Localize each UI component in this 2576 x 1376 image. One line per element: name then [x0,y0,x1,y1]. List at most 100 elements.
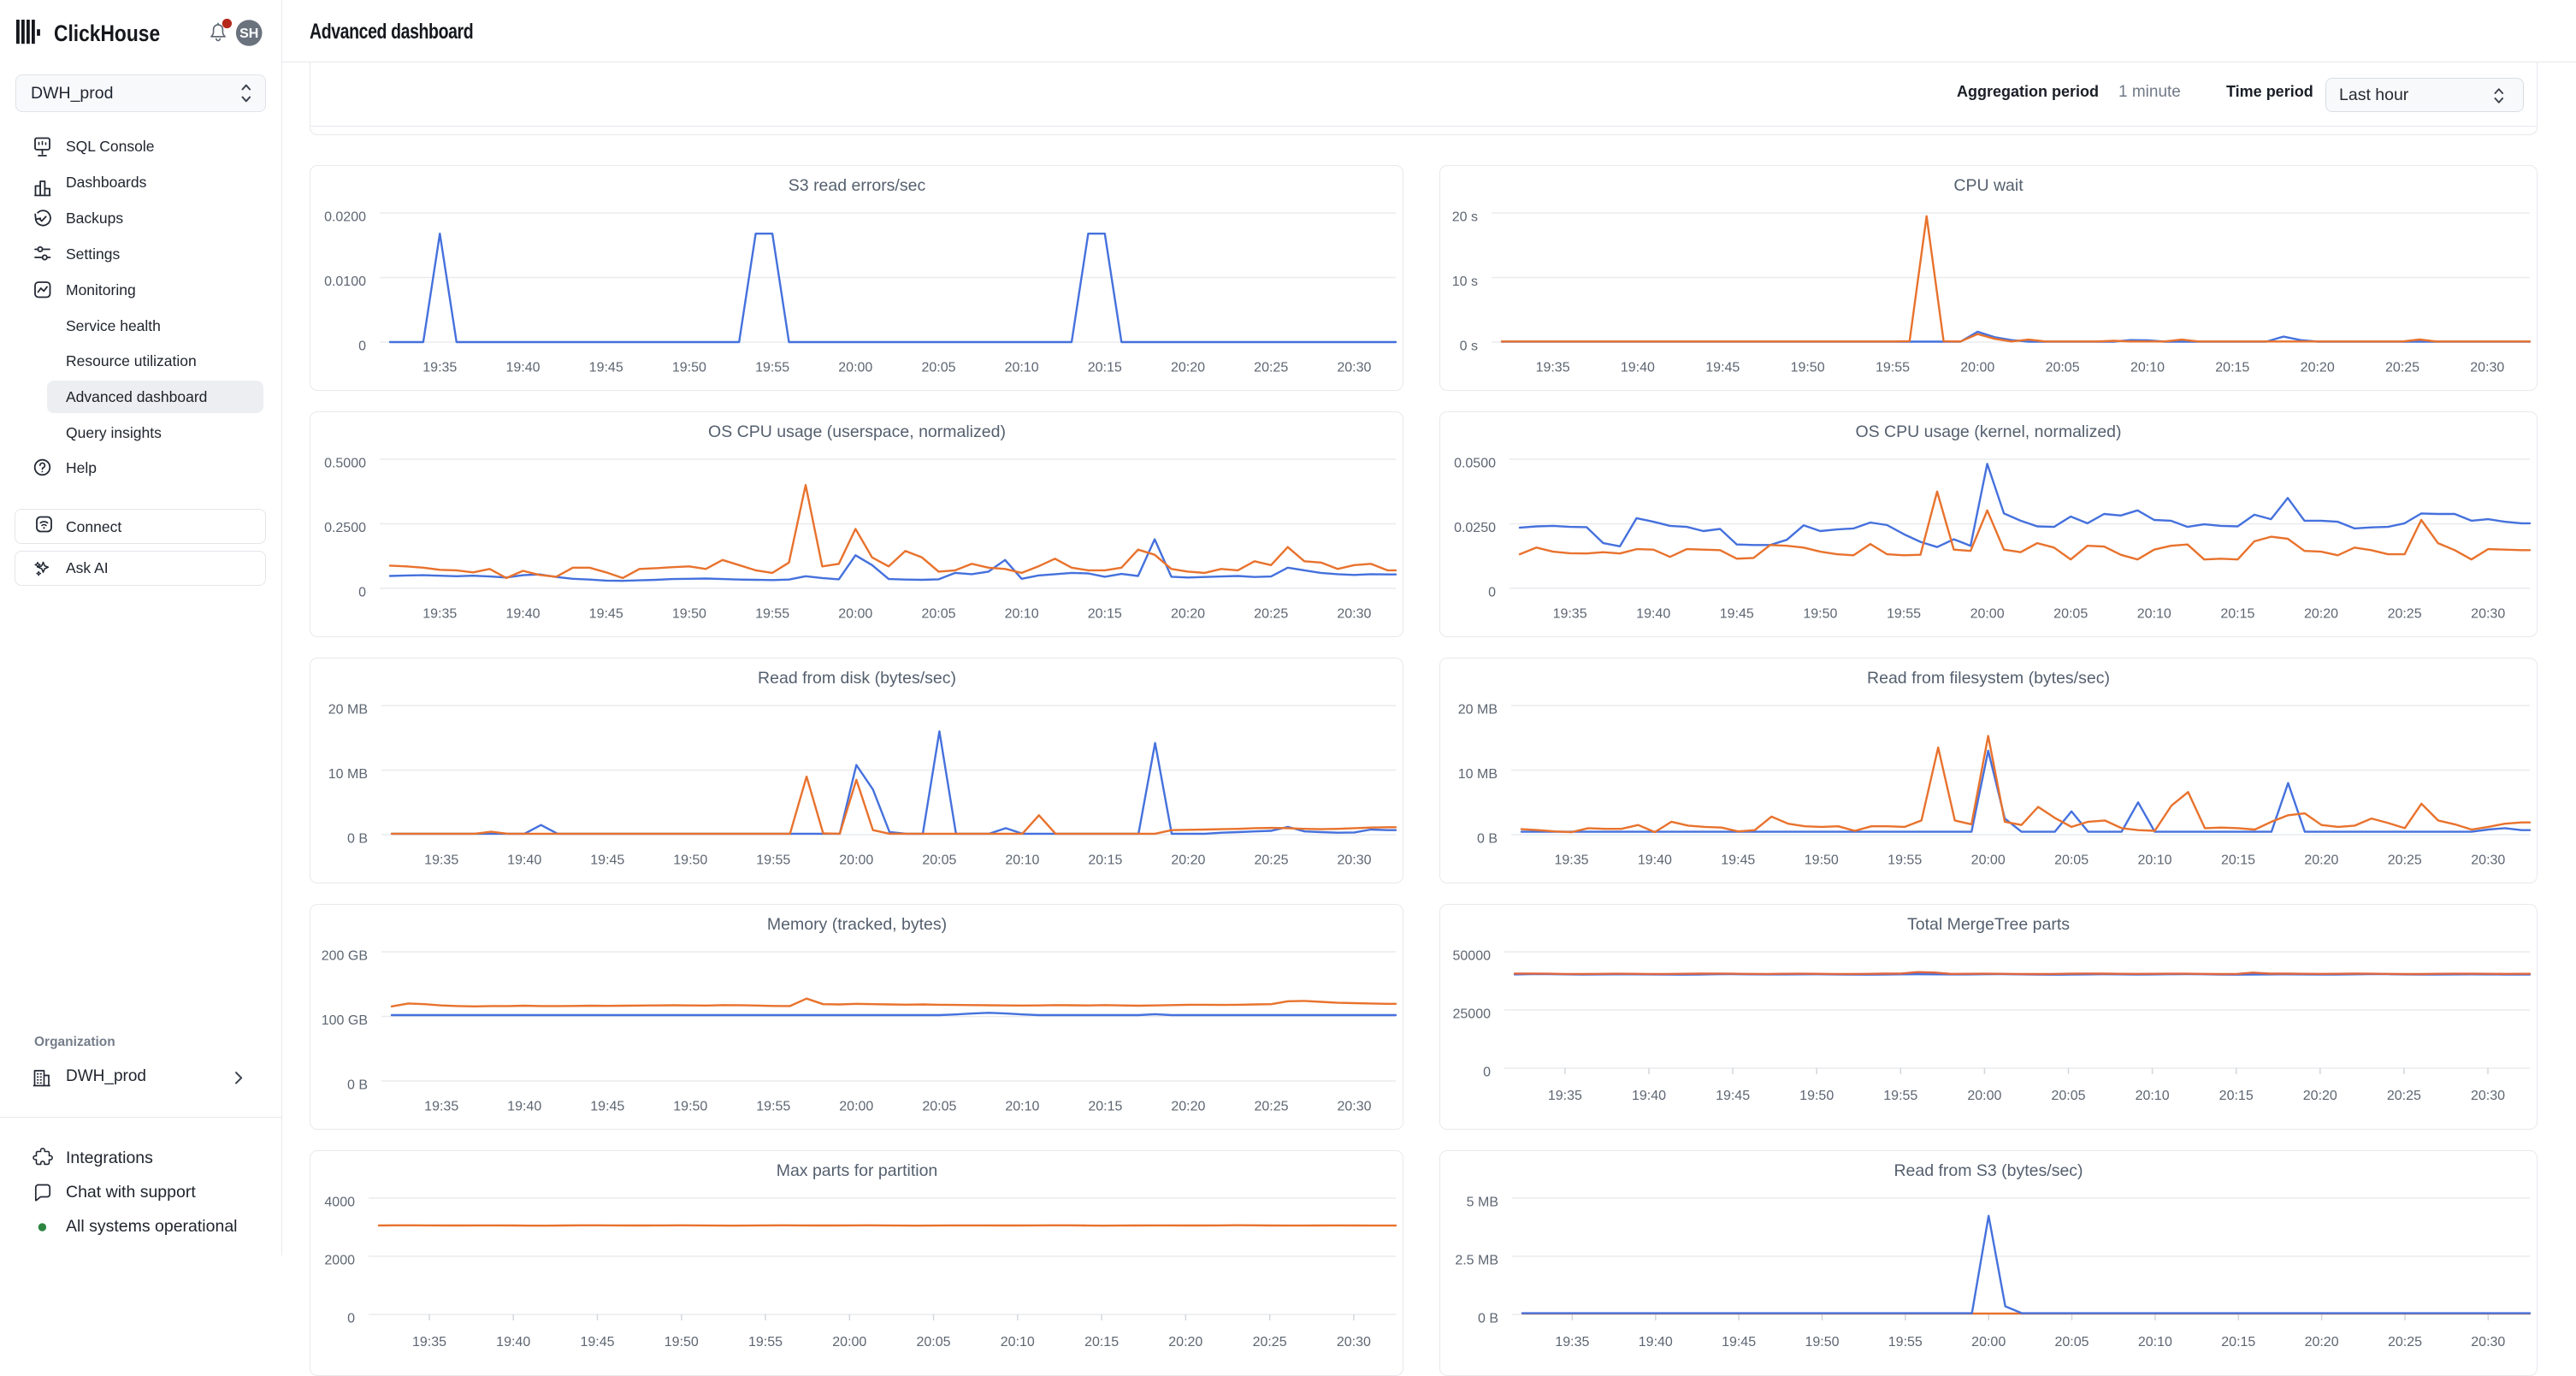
svg-text:20:05: 20:05 [2051,1089,2085,1103]
svg-text:20:30: 20:30 [1337,606,1371,621]
svg-text:19:50: 19:50 [671,606,706,621]
svg-text:19:50: 19:50 [664,1335,698,1349]
svg-text:0: 0 [1488,585,1496,599]
svg-text:20:20: 20:20 [1171,853,1205,867]
svg-text:19:55: 19:55 [1883,1089,1917,1103]
svg-text:19:40: 19:40 [1620,360,1654,375]
svg-text:19:50: 19:50 [673,1099,707,1113]
svg-text:0.0250: 0.0250 [1454,521,1496,535]
svg-text:20:00: 20:00 [1970,853,2005,867]
svg-text:0 B: 0 B [346,1078,367,1092]
svg-text:0: 0 [1483,1065,1491,1079]
svg-text:OS CPU usage (kernel, normaliz: OS CPU usage (kernel, normalized) [1855,422,2121,441]
svg-text:20:20: 20:20 [2304,1335,2338,1349]
svg-text:20:15: 20:15 [2215,360,2249,375]
svg-text:20:10: 20:10 [1000,1335,1034,1349]
svg-text:20:25: 20:25 [1254,606,1288,621]
svg-text:0.5000: 0.5000 [324,456,366,470]
svg-text:20:15: 20:15 [1087,606,1121,621]
svg-text:19:45: 19:45 [1721,853,1755,867]
svg-text:19:50: 19:50 [671,360,706,375]
svg-text:20:05: 20:05 [922,1099,956,1113]
svg-text:19:40: 19:40 [496,1335,530,1349]
svg-text:20:20: 20:20 [2304,853,2338,867]
svg-text:20:10: 20:10 [1005,1099,1039,1113]
svg-text:Read from S3 (bytes/sec): Read from S3 (bytes/sec) [1894,1161,2083,1180]
svg-text:20:20: 20:20 [1171,1099,1205,1113]
svg-text:20:00: 20:00 [838,606,872,621]
svg-text:20:30: 20:30 [2471,853,2505,867]
svg-text:10 s: 10 s [1451,275,1477,289]
svg-text:20:25: 20:25 [1252,1335,1286,1349]
svg-text:20:10: 20:10 [1004,360,1038,375]
svg-text:19:55: 19:55 [756,853,790,867]
svg-text:0 B: 0 B [1476,831,1497,846]
svg-text:Read from filesystem (bytes/se: Read from filesystem (bytes/sec) [1867,669,2110,688]
svg-text:Memory (tracked, bytes): Memory (tracked, bytes) [766,915,946,934]
svg-text:20:05: 20:05 [921,606,955,621]
svg-text:0: 0 [347,1311,355,1326]
svg-text:20:10: 20:10 [2137,853,2171,867]
svg-text:20:00: 20:00 [839,1099,873,1113]
svg-text:19:45: 19:45 [1716,1089,1750,1103]
svg-text:19:55: 19:55 [747,1335,782,1349]
svg-text:0.0200: 0.0200 [324,210,366,224]
svg-text:20:25: 20:25 [2386,1089,2420,1103]
svg-text:20:25: 20:25 [2387,853,2421,867]
svg-text:19:45: 19:45 [1722,1335,1756,1349]
svg-text:20:20: 20:20 [2303,606,2337,621]
svg-text:19:35: 19:35 [1552,606,1586,621]
svg-text:20:20: 20:20 [2300,360,2334,375]
svg-text:20:20: 20:20 [1170,606,1204,621]
svg-text:19:40: 19:40 [505,360,540,375]
svg-text:0.0100: 0.0100 [324,275,366,289]
svg-text:5 MB: 5 MB [1466,1195,1498,1209]
svg-text:20:05: 20:05 [2054,853,2089,867]
svg-text:19:55: 19:55 [1886,606,1920,621]
svg-text:SH: SH [239,27,258,41]
svg-text:20:00: 20:00 [1971,1335,2006,1349]
svg-text:0: 0 [358,585,366,599]
svg-text:20:00: 20:00 [832,1335,866,1349]
svg-text:20:30: 20:30 [2471,1335,2505,1349]
svg-text:0: 0 [358,339,366,353]
svg-text:19:35: 19:35 [422,360,457,375]
svg-text:19:35: 19:35 [1554,853,1588,867]
svg-text:19:40: 19:40 [507,1099,541,1113]
svg-text:19:50: 19:50 [1799,1089,1834,1103]
svg-text:19:50: 19:50 [1804,853,1838,867]
svg-text:20:10: 20:10 [2130,360,2164,375]
svg-text:20:15: 20:15 [1088,1099,1122,1113]
svg-text:20:15: 20:15 [2220,853,2254,867]
svg-text:20:15: 20:15 [1084,1335,1119,1349]
svg-text:19:40: 19:40 [1631,1089,1665,1103]
svg-text:20:05: 20:05 [922,853,956,867]
svg-text:20 MB: 20 MB [1457,702,1497,717]
svg-text:20:10: 20:10 [2135,1089,2169,1103]
svg-text:19:40: 19:40 [507,853,541,867]
svg-text:4000: 4000 [324,1195,355,1209]
svg-text:Max parts for partition: Max parts for partition [776,1161,937,1180]
svg-text:20:05: 20:05 [2054,1335,2089,1349]
svg-text:100 GB: 100 GB [321,1013,367,1028]
svg-text:19:50: 19:50 [673,853,707,867]
svg-text:0 B: 0 B [1477,1311,1498,1326]
svg-text:19:45: 19:45 [588,360,623,375]
svg-text:19:35: 19:35 [422,606,457,621]
svg-text:19:45: 19:45 [1705,360,1740,375]
svg-text:20:25: 20:25 [1254,853,1288,867]
svg-text:20:05: 20:05 [916,1335,950,1349]
svg-text:20:15: 20:15 [1087,360,1121,375]
svg-text:20:15: 20:15 [2221,1335,2255,1349]
svg-text:20:30: 20:30 [1337,853,1371,867]
svg-text:20:00: 20:00 [839,853,873,867]
svg-text:20:05: 20:05 [2045,360,2079,375]
svg-text:20:10: 20:10 [1005,853,1039,867]
svg-text:19:40: 19:40 [1636,606,1670,621]
svg-text:19:50: 19:50 [1790,360,1824,375]
svg-text:0.2500: 0.2500 [324,521,366,535]
svg-text:20 MB: 20 MB [328,702,367,717]
svg-text:19:40: 19:40 [1637,853,1671,867]
svg-text:50000: 50000 [1452,948,1491,963]
svg-text:19:35: 19:35 [411,1335,446,1349]
